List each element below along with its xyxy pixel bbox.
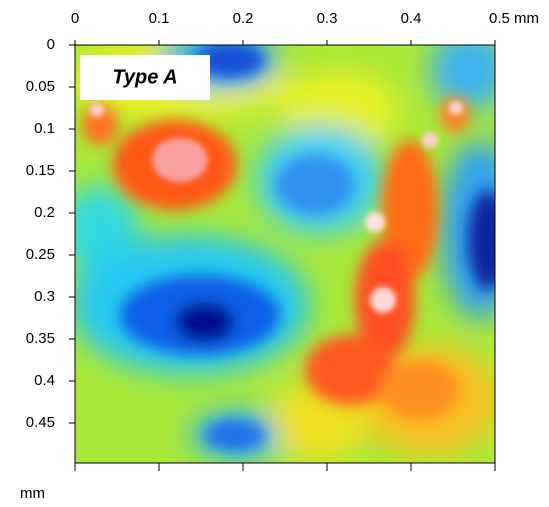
- y-tick-label: 0.15: [26, 162, 55, 179]
- x-tick-label: 0: [71, 10, 79, 27]
- annotation: Type A: [112, 66, 177, 88]
- y-tick-label: 0.35: [26, 330, 55, 347]
- y-tick-label: 0.25: [26, 246, 55, 263]
- x-tick-label: 0.2: [233, 10, 254, 27]
- x-tick-label: 0.1: [149, 10, 170, 27]
- y-axis-unit: mm: [20, 485, 45, 502]
- annotation-box: [80, 55, 210, 100]
- y-tick-label: 0.4: [34, 372, 55, 389]
- x-tick-label: 0.4: [401, 10, 422, 27]
- plot-frame: [74, 44, 496, 464]
- y-tick-label: 0.05: [26, 78, 55, 95]
- y-tick-label: 0.3: [34, 288, 55, 305]
- y-tick-label: 0.2: [34, 204, 55, 221]
- x-tick-label: 0.5 mm: [489, 10, 539, 27]
- x-tick-label: 0.3: [317, 10, 338, 27]
- y-tick-label: 0: [47, 36, 55, 53]
- y-tick-label: 0.45: [26, 414, 55, 431]
- y-tick-label: 0.1: [34, 120, 55, 137]
